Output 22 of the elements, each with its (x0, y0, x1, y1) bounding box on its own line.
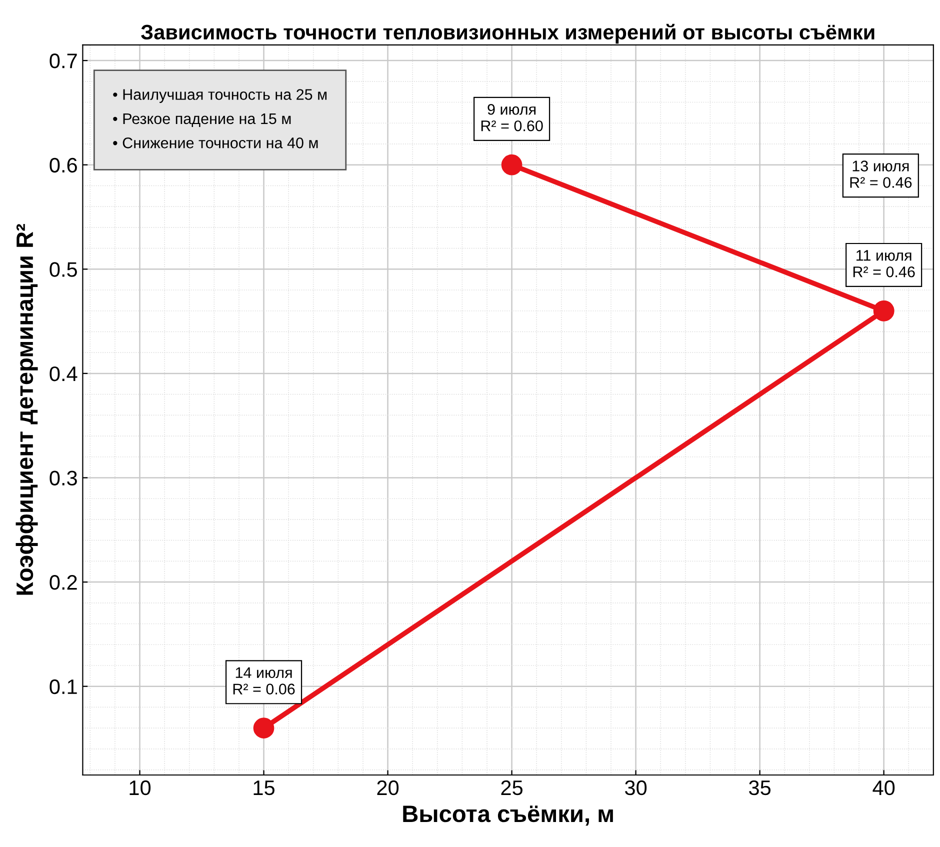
x-tick-label: 15 (254, 780, 274, 796)
chart-title: Зависимость точности тепловизионных измерений от высоты съёмки (140, 24, 874, 44)
annotation: 14 июля R² = 0.06 (233, 667, 295, 694)
y-tick-label: 0.3 (50, 470, 77, 486)
x-tick-label: 40 (872, 780, 895, 796)
x-tick-label: 20 (377, 780, 399, 796)
y-tick-label: 0.4 (50, 366, 78, 382)
annotation: 11 июля R² = 0.46 (853, 250, 915, 278)
y-tick-label: 0.2 (50, 575, 77, 590)
y-axis-title: Коэффициент детерминации R² (16, 224, 38, 595)
x-tick-label: 30 (625, 780, 647, 796)
x-tick-label: 25 (501, 780, 523, 796)
x-tick-label: 10 (130, 780, 151, 796)
x-axis-title: Высота съёмки, м (403, 806, 613, 826)
y-tick-label: 0.6 (50, 158, 77, 173)
y-tick-label: 0.1 (50, 679, 77, 694)
y-tick-label: 0.7 (50, 54, 77, 68)
annotation: 13 июля R² = 0.46 (850, 160, 912, 188)
annotation: 9 июля R² = 0.60 (481, 104, 543, 132)
annotation: • Наилучшая точность на 25 м • Резкое падение на 15 м • Снижение точности на 40 м (113, 89, 327, 148)
y-tick-label: 0.5 (50, 262, 77, 277)
x-tick-label: 35 (749, 780, 771, 796)
